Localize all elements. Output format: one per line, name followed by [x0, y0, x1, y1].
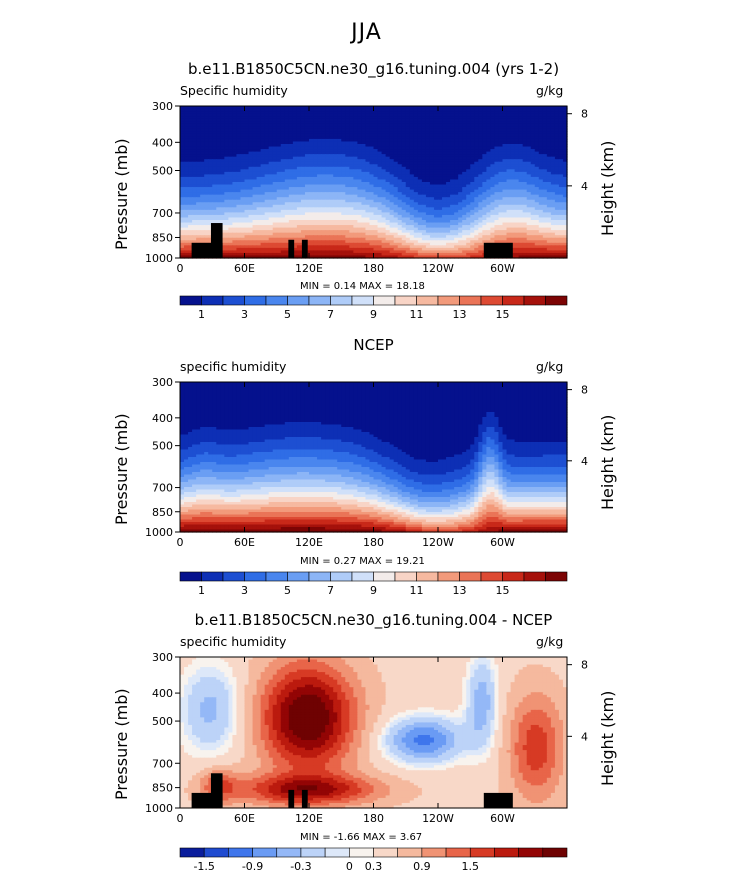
panel1-chart: 0 60E 120E 180 120W 60W300400500700850100084 [145, 100, 588, 275]
